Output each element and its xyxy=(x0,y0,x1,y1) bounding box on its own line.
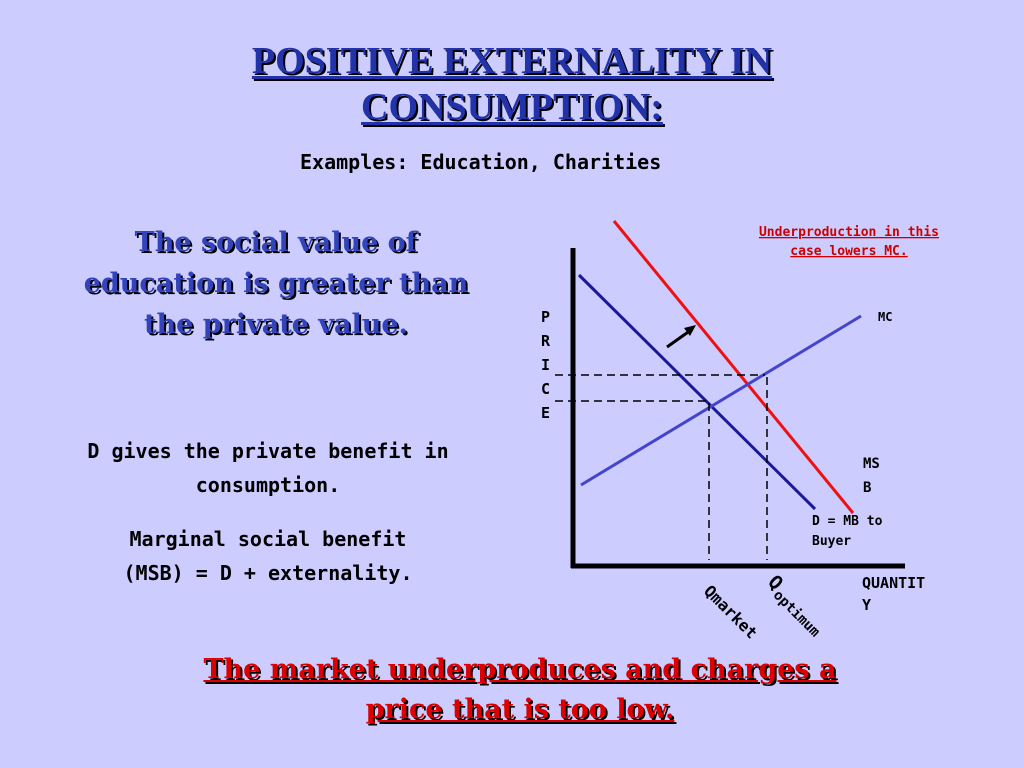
q-optimum-label: Q optimum xyxy=(763,571,823,640)
annotation-line-1: Underproduction in this xyxy=(759,225,939,240)
y-letter: I xyxy=(541,356,550,374)
heading-line-2: education is greater than xyxy=(83,268,469,299)
examples-subtitle: Examples: Education, Charities xyxy=(300,150,662,174)
title-line-2: CONSUMPTION: xyxy=(361,86,663,128)
q-optimum-subscript: optimum xyxy=(770,587,823,640)
demand-label-line-1: D = MB to xyxy=(812,514,883,529)
annotation-line-2: case lowers MC. xyxy=(790,244,907,259)
msb-definition-text: Marginal social benefit (MSB) = D + exte… xyxy=(58,522,478,590)
msb-definition-line-2: (MSB) = D + externality. xyxy=(123,561,413,585)
private-benefit-line-1: D gives the private benefit in xyxy=(87,439,449,463)
msb-label-line-2: B xyxy=(863,480,871,496)
private-benefit-text: D gives the private benefit in consumpti… xyxy=(58,434,478,502)
social-value-heading: The social value of education is greater… xyxy=(52,222,500,345)
heading-line-1: The social value of xyxy=(134,227,418,258)
demand-label-line-2: Buyer xyxy=(812,534,851,549)
y-letter: E xyxy=(541,404,550,422)
heading-line-3: the private value. xyxy=(144,309,408,340)
conclusion-line-2: price that is too low. xyxy=(365,694,675,725)
msb-label-line-1: MS xyxy=(863,456,880,472)
conclusion-line-1: The market underproduces and charges a xyxy=(203,654,837,685)
shift-arrow-icon xyxy=(666,325,696,349)
x-axis-label-line-2: Y xyxy=(862,596,871,614)
mc-curve xyxy=(580,314,862,487)
page-title: POSITIVE EXTERNALITY IN CONSUMPTION: xyxy=(0,38,1024,130)
msb-definition-line-1: Marginal social benefit xyxy=(129,527,407,551)
msb-curve xyxy=(612,220,855,514)
y-letter: C xyxy=(541,380,550,398)
private-benefit-line-2: consumption. xyxy=(195,473,341,497)
q-market-label: Qmarket xyxy=(700,581,761,642)
mc-label: MC xyxy=(878,310,892,324)
y-letter: P xyxy=(541,308,550,326)
x-axis-label-line-1: QUANTIT xyxy=(862,574,925,592)
title-line-1: POSITIVE EXTERNALITY IN xyxy=(251,40,773,82)
demand-curve xyxy=(577,273,817,511)
y-letter: R xyxy=(541,332,551,350)
y-axis-label: P R I C E xyxy=(541,308,551,422)
conclusion-text: The market underproduces and charges a p… xyxy=(110,650,930,730)
